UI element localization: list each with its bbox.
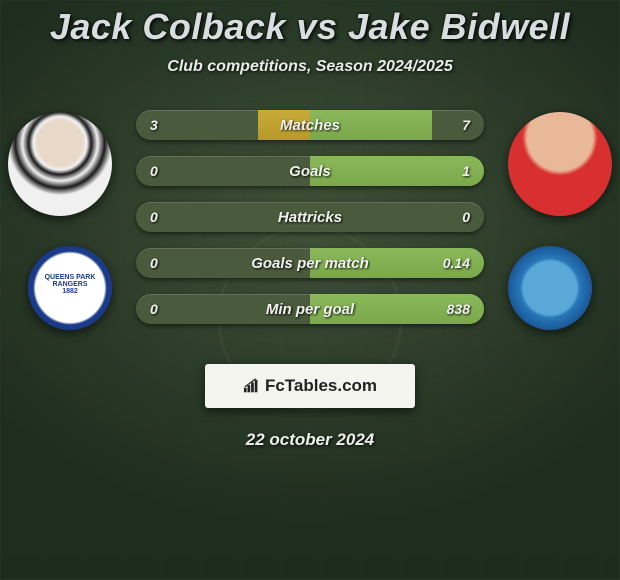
stat-value-left: 0 xyxy=(150,294,158,324)
stats-bars: Matches37Goals01Hattricks00Goals per mat… xyxy=(136,110,484,340)
stat-value-left: 3 xyxy=(150,110,158,140)
stat-value-right: 0.14 xyxy=(443,248,470,278)
subtitle: Club competitions, Season 2024/2025 xyxy=(0,58,620,76)
club-logo-right xyxy=(508,246,592,330)
stat-row: Goals0 1 xyxy=(136,156,484,186)
brand-box: FcTables.com xyxy=(205,364,415,408)
stat-value-left: 0 xyxy=(150,202,158,232)
stat-value-right: 7 xyxy=(462,110,470,140)
page-title: Jack Colback vs Jake Bidwell xyxy=(0,0,620,48)
stat-row: Hattricks0 0 xyxy=(136,202,484,232)
stat-row: Min per goal0 838 xyxy=(136,294,484,324)
club-logo-left: QUEENS PARKRANGERS1882 xyxy=(28,246,112,330)
stat-row: Goals per match0 0.14 xyxy=(136,248,484,278)
stat-row: Matches3 7 xyxy=(136,110,484,140)
player-photo-left xyxy=(8,112,112,216)
stat-value-right: 0 xyxy=(462,202,470,232)
brand-text: FcTables.com xyxy=(265,376,377,396)
stat-label: Hattricks xyxy=(136,202,484,232)
stat-value-left: 0 xyxy=(150,156,158,186)
content-wrapper: Jack Colback vs Jake Bidwell Club compet… xyxy=(0,0,620,580)
stat-value-left: 0 xyxy=(150,248,158,278)
stat-value-right: 838 xyxy=(447,294,470,324)
chart-icon xyxy=(243,378,261,394)
stat-label: Min per goal xyxy=(136,294,484,324)
stat-value-right: 1 xyxy=(462,156,470,186)
stat-label: Matches xyxy=(136,110,484,140)
club-logo-left-text: QUEENS PARKRANGERS1882 xyxy=(28,246,112,295)
player-photo-right xyxy=(508,112,612,216)
date-text: 22 october 2024 xyxy=(0,430,620,450)
stat-label: Goals xyxy=(136,156,484,186)
comparison-area: QUEENS PARKRANGERS1882 Matches37Goals01H… xyxy=(0,106,620,346)
stat-label: Goals per match xyxy=(136,248,484,278)
